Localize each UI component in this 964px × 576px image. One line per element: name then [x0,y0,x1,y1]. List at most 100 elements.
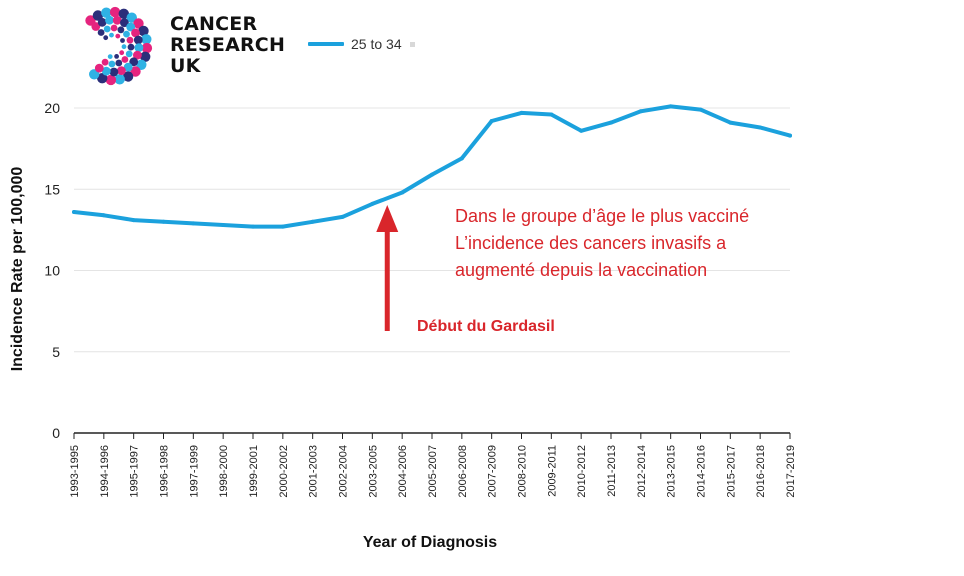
logo-dot [141,34,152,45]
logo-dot [134,43,144,52]
data-point [728,120,733,125]
x-tick-label: 2012-2014 [636,445,648,498]
logo-dot [133,18,144,29]
data-point [370,201,375,206]
annotation-line-1: Dans le groupe d’âge le plus vacciné [455,206,750,226]
data-point [788,133,792,138]
logo-dot [121,44,127,50]
brand-name: CANCER RESEARCH UK [170,14,285,77]
data-point [489,119,494,123]
logo-dot [141,42,153,54]
x-tick-label: 1998-2000 [218,445,230,498]
logo-dot [115,33,121,39]
x-tick-label: 1999-2001 [248,445,260,498]
logo-dot [114,74,125,85]
data-point [758,125,763,130]
logo-dot [126,22,136,32]
logo-dot [127,43,135,51]
logo-dot [97,73,108,84]
annotation-line-3: augmenté depuis la vaccination [455,260,708,280]
logo-dot [91,22,101,31]
cancer-research-uk-logo [85,6,153,86]
data-point [161,219,166,224]
arrow-head [376,205,399,232]
logo-dot [105,15,114,25]
logo-dot [105,74,117,86]
logo-dot [123,62,133,72]
data-point [310,219,315,224]
logo-dot [114,54,119,59]
x-tick-label: 2015-2017 [725,445,737,498]
x-tick-label: 2011-2013 [606,445,618,497]
legend-swatch [308,42,344,46]
logo-dot [109,6,121,18]
data-point [280,224,285,229]
logo-dot [115,59,123,67]
logo-dot [101,7,112,18]
x-axis-label: Year of Diagnosis [362,534,498,551]
y-tick-label: 15 [44,181,60,197]
data-point [72,210,76,214]
y-tick-label: 10 [44,263,60,279]
gardasil-arrow [376,205,399,331]
logo-dot [109,32,114,38]
logo-dot [107,54,113,59]
logo-dot [103,25,111,33]
brand-line-1: CANCER [170,13,258,35]
logo-dot [133,35,143,45]
logo-dot [110,24,118,32]
x-tick-label: 2013-2015 [666,445,678,498]
x-tick-label: 1995-1997 [129,445,141,498]
x-tick-label: 1996-1998 [159,445,171,498]
logo-dot [92,10,104,21]
logo-dot [138,25,149,37]
x-tick-label: 2000-2002 [278,445,290,498]
logo-dot [101,58,109,66]
data-point [668,104,673,109]
x-tick-label: 2017-2019 [785,445,797,498]
x-tick-labels: 1993-1995 1994-1996 1995-1997 1996-1998 1997… [69,433,797,498]
logo-dot [140,51,151,62]
data-point [698,107,703,112]
annotation-line-2: L’incidence des cancers invasifs a [455,233,727,253]
data-point [191,221,196,226]
data-point [340,214,345,219]
y-axis-label: Incidence Rate per 100,000 [9,166,26,372]
logo-dot [112,15,122,25]
y-tick-label: 20 [44,100,60,116]
data-point [609,120,613,125]
y-tick-labels: 0 5 10 15 20 [44,100,60,441]
data-point [638,109,643,114]
legend-series-name: 25 to 34 [351,36,402,52]
x-tick-label: 2006-2008 [457,445,469,498]
series-lines [72,104,792,229]
x-tick-label: 2004-2006 [397,445,409,498]
logo-dot [131,28,140,38]
x-tick-label: 2014-2016 [696,445,708,498]
logo-dot [94,63,104,73]
data-point [430,172,434,177]
data-point [221,223,226,227]
logo-dot [103,35,109,41]
data-point [549,112,554,117]
logo-dot [136,59,147,70]
legend-more-icon [409,41,415,47]
logo-dot [120,38,125,43]
logo-dot [108,60,116,68]
x-tick-label: 1993-1995 [69,445,81,498]
x-tick-label: 1997-1999 [188,445,200,498]
logo-dot [129,57,139,67]
data-point [400,190,405,195]
arrow-label: Début du Gardasil [417,318,555,335]
logo-dot [118,8,129,19]
annotation-text: Dans le groupe d’âge le plus vacciné L’i… [455,203,749,284]
y-tick-label: 5 [52,344,60,360]
data-point [579,128,584,133]
logo-dot [120,18,129,28]
logo-dot [133,50,142,60]
logo-dot [97,17,107,27]
logo-dot [101,66,111,76]
logo-dot [123,30,130,38]
x-tick-label: 2009-2011 [546,445,558,497]
